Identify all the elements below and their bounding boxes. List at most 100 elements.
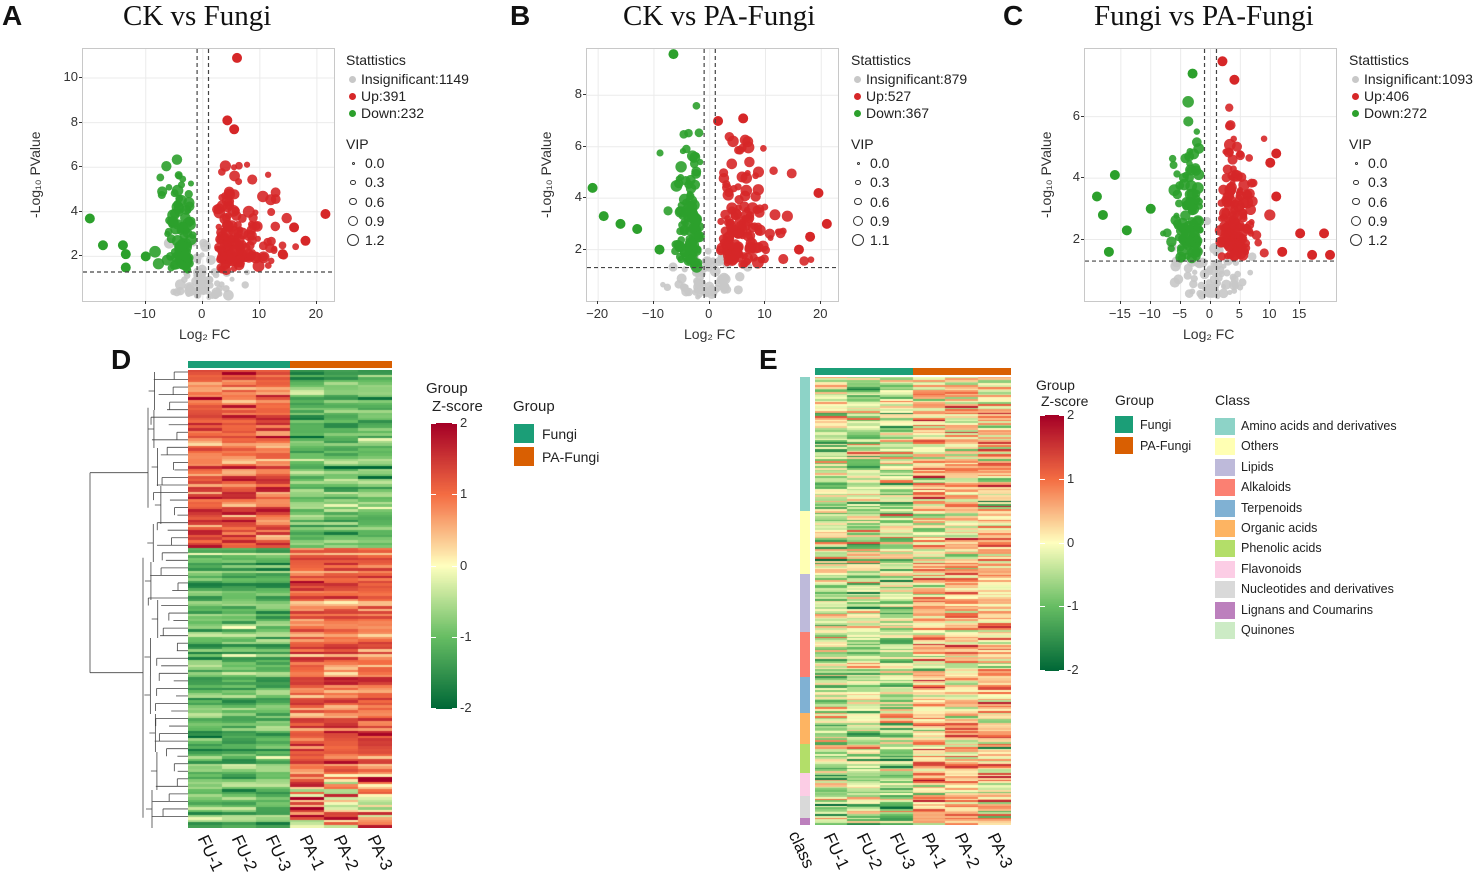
point-up [235, 254, 245, 264]
point-up-outlier [1325, 249, 1336, 260]
y-tick-label: 6 [70, 158, 78, 174]
point-down [1193, 198, 1200, 205]
point-insignificant [229, 276, 235, 282]
class-legend-swatch [1215, 418, 1235, 435]
point-up [730, 185, 738, 193]
point-up [243, 161, 251, 168]
point-up [754, 227, 763, 236]
point-up-outlier [805, 231, 816, 242]
point-insignificant [223, 289, 234, 301]
point-insignificant [683, 284, 689, 290]
point-up [1241, 212, 1248, 219]
point-down [1180, 153, 1191, 164]
x-tick-label: −10 [1138, 306, 1161, 321]
class-legend-swatch [1215, 499, 1235, 517]
point-up [721, 240, 731, 250]
point-down [1177, 254, 1186, 262]
point-insignificant [1196, 289, 1204, 298]
vip-legend-entry: 0.9 [1368, 212, 1388, 229]
point-down [188, 231, 197, 239]
point-down [692, 101, 701, 110]
point-up-outlier [320, 209, 331, 220]
colorbar-tick [1059, 478, 1064, 480]
point-up-outlier [1319, 228, 1330, 239]
point-up [754, 207, 765, 218]
class-legend-swatch [1215, 581, 1235, 599]
volcano-title-b: CK vs PA-Fungi [623, 0, 816, 32]
group-legend-e-fungi-swatch [1115, 416, 1133, 433]
dendrogram-branch [90, 557, 144, 818]
point-up-outlier [1271, 191, 1282, 202]
y-tick-label: 10 [63, 68, 78, 84]
point-insignificant [1183, 271, 1192, 280]
point-up-outlier [232, 52, 243, 63]
y-tick-mark [1081, 177, 1084, 179]
point-down [656, 149, 664, 157]
colorbar-tick [431, 494, 436, 496]
group-bar-d-fungi [188, 361, 290, 368]
point-down [179, 175, 187, 183]
point-down-outlier [1091, 191, 1102, 202]
colorbar-tick-label: 0 [460, 557, 468, 573]
point-up [1227, 238, 1236, 247]
point-down [663, 206, 673, 216]
class-segment [800, 511, 810, 575]
point-up [749, 253, 758, 262]
point-down [179, 250, 191, 261]
colorbar-tick-label: 0 [1067, 534, 1075, 550]
point-insignificant [735, 272, 745, 282]
point-up [1238, 179, 1250, 191]
point-up-outlier [1217, 56, 1228, 67]
panel-letter-a: A [2, 0, 23, 31]
point-insignificant [713, 284, 721, 293]
point-up [722, 180, 731, 189]
point-up [748, 244, 757, 253]
legend-dot [854, 76, 861, 83]
point-up [1225, 103, 1234, 112]
point-insignificant [218, 281, 225, 288]
colorbar-tick [452, 494, 457, 496]
legend-dot [349, 110, 356, 117]
point-down [161, 254, 173, 266]
group-bar-e-pa-fungi [913, 368, 1011, 375]
point-down [676, 252, 685, 262]
group-legend-d-fungi-swatch [514, 424, 534, 443]
point-up [730, 208, 742, 220]
vip-legend-entry: 0.0 [870, 155, 890, 171]
dendrogram-branch [145, 790, 153, 828]
colorbar-tick [1059, 542, 1064, 544]
point-up [1231, 141, 1243, 152]
x-tick-mark [820, 301, 822, 304]
heatmap-d-column-label: FU-2 [227, 832, 261, 875]
heatmap-e-column-label: FU-3 [885, 830, 919, 873]
x-tick-mark [1299, 301, 1301, 304]
point-down [167, 264, 175, 272]
colorbar-tick-label: 2 [1067, 407, 1075, 422]
point-down-outlier [632, 224, 643, 234]
volcano-xlabel-b: Log₂ FC [684, 326, 736, 342]
colorbar-tick-label: -2 [1067, 662, 1079, 677]
class-legend-entry: Others [1241, 439, 1279, 454]
point-up-outlier [1271, 148, 1282, 159]
point-down [1187, 206, 1197, 216]
volcano-plot-c [1084, 48, 1337, 302]
dendrogram-branch [149, 714, 156, 752]
legend-dot [854, 110, 861, 117]
x-tick-label: 10 [757, 306, 772, 321]
colorbar-tick [1059, 670, 1064, 671]
x-tick-label: 5 [1235, 306, 1243, 321]
point-up [222, 214, 231, 223]
point-down-outlier [654, 244, 665, 255]
point-insignificant [1192, 269, 1198, 275]
point-down [182, 264, 191, 273]
vip-legend-entry: 0.9 [365, 212, 385, 229]
legend-dot [349, 76, 356, 83]
point-down [679, 129, 689, 139]
point-up [778, 253, 789, 265]
vip-size-circle [349, 197, 357, 206]
point-down [675, 161, 687, 173]
point-up [717, 217, 725, 226]
vip-size-circle [851, 233, 865, 247]
y-tick-label: 6 [1072, 107, 1080, 123]
point-insignificant [660, 281, 666, 288]
